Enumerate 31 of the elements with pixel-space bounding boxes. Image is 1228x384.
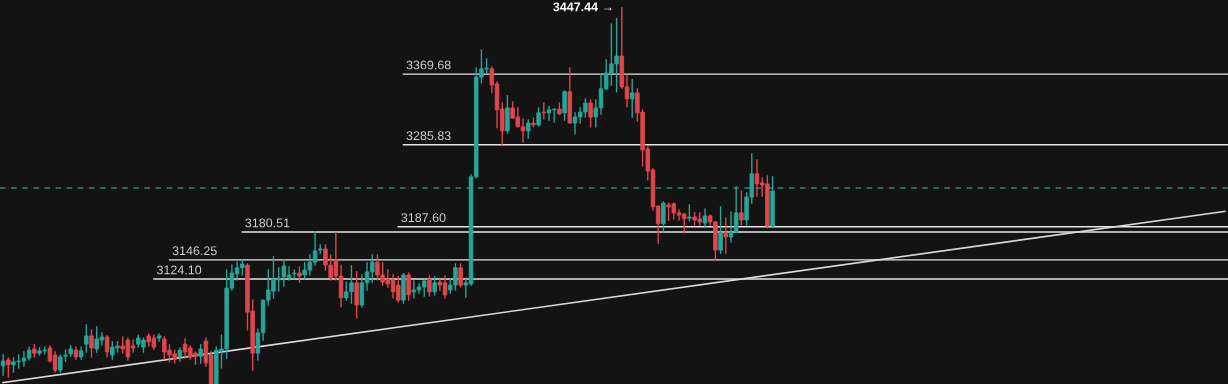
annotation: 3447.44 → bbox=[553, 2, 612, 12]
candlestick bbox=[661, 201, 666, 233]
candlestick bbox=[505, 95, 510, 134]
candlestick bbox=[739, 190, 744, 226]
candlestick bbox=[536, 107, 541, 127]
annotation: 3187.60 bbox=[401, 213, 446, 223]
annotation: 3285.83 bbox=[406, 131, 451, 141]
candlestick bbox=[541, 102, 547, 120]
candlestick bbox=[629, 79, 635, 118]
annotation: 3369.68 bbox=[406, 60, 451, 70]
candlestick bbox=[681, 213, 687, 234]
candlestick bbox=[525, 119, 531, 139]
candlestick bbox=[562, 90, 567, 121]
candlestick bbox=[6, 357, 11, 378]
candlestick bbox=[723, 217, 729, 254]
candlestick bbox=[427, 275, 432, 297]
candlestick bbox=[354, 271, 359, 319]
candlestick bbox=[432, 276, 437, 296]
candlestick bbox=[718, 206, 723, 254]
candlestick bbox=[0, 354, 6, 376]
annotation: 3146.25 bbox=[172, 246, 217, 256]
candlestick bbox=[198, 344, 203, 364]
annotation: 3124.10 bbox=[156, 265, 202, 275]
candlestick bbox=[104, 335, 110, 358]
candlestick bbox=[406, 272, 411, 301]
candlestick bbox=[89, 329, 94, 358]
candlestick bbox=[156, 333, 162, 342]
candlestick bbox=[588, 99, 593, 128]
annotation: 3180.51 bbox=[245, 218, 290, 228]
candlestick bbox=[84, 324, 89, 353]
candlestick bbox=[458, 263, 463, 288]
